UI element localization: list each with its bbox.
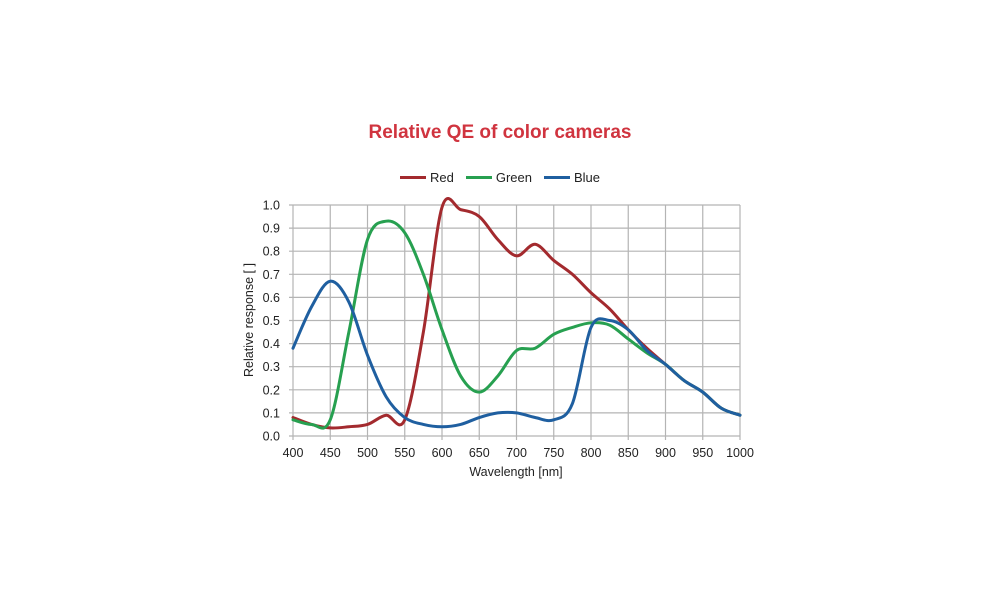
x-tick-label: 400 [283, 446, 304, 460]
y-tick-label: 0.4 [263, 337, 280, 351]
y-tick-label: 0.2 [263, 383, 280, 397]
x-tick-label: 700 [506, 446, 527, 460]
legend-swatch-red [399, 176, 426, 179]
y-tick-label: 0.6 [263, 291, 280, 305]
x-axis-label: Wavelength [nm] [469, 465, 562, 479]
x-tick-label: 800 [581, 446, 602, 460]
y-tick-label: 0.3 [263, 360, 280, 374]
x-tick-label: 500 [357, 446, 378, 460]
legend-swatch-green [465, 176, 492, 179]
legend-item-green: Green [465, 170, 532, 185]
y-tick-label: 0.1 [263, 406, 280, 420]
x-tick-label: 850 [618, 446, 639, 460]
y-tick-label: 0.9 [263, 222, 280, 236]
x-tick-label: 750 [543, 446, 564, 460]
y-tick-label: 0.0 [263, 430, 280, 444]
legend-label-blue: Blue [573, 170, 601, 185]
y-tick-label: 0.8 [263, 245, 280, 259]
x-tick-label: 450 [320, 446, 341, 460]
legend-label-green: Green [495, 170, 532, 185]
y-tick-label: 0.5 [263, 314, 280, 328]
y-tick-label: 1.0 [263, 199, 280, 213]
data-series [291, 197, 742, 430]
x-tick-label: 550 [394, 446, 415, 460]
y-axis-label: Relative response [ ] [242, 263, 256, 377]
y-tick-label: 0.7 [263, 268, 280, 282]
legend-label-red: Red [429, 170, 454, 185]
legend-item-blue: Blue [543, 170, 601, 185]
x-tick-label: 650 [469, 446, 490, 460]
legend-item-red: Red [399, 170, 454, 185]
legend-swatch-blue [543, 176, 570, 179]
axis-ticks: 400 450 500 550 600 650 700 750 800 850 900 950 1000… [263, 199, 754, 461]
x-tick-label: 1000 [726, 446, 754, 460]
chart-legend: Red Green Blue [0, 170, 1000, 185]
x-tick-label: 900 [655, 446, 676, 460]
x-tick-label: 600 [432, 446, 453, 460]
chart-title: Relative QE of color cameras [368, 122, 632, 143]
series-line-blue [291, 279, 742, 429]
x-tick-label: 950 [692, 446, 713, 460]
